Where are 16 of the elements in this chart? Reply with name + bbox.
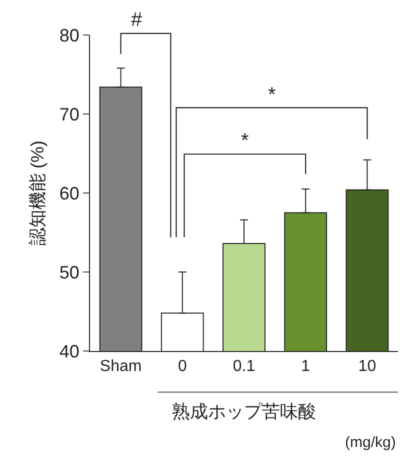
annotation: * — [268, 84, 276, 106]
x-tick-label: 0 — [178, 358, 187, 376]
y-tick-label: 60 — [59, 183, 80, 204]
y-axis-title: 認知機能 (%) — [28, 140, 48, 246]
x-tick-label: 1 — [301, 358, 310, 376]
y-tick-label: 50 — [59, 262, 80, 282]
x-axis-title: 熟成ホップ苦味酸 — [172, 401, 316, 422]
text: (mg/kg) — [345, 434, 396, 451]
y-tick-label: 70 — [59, 104, 80, 124]
annotation: * — [241, 130, 249, 152]
y-tick-label: 40 — [59, 341, 80, 362]
x-tick-label: Sham — [100, 358, 142, 376]
text: # — [131, 9, 143, 31]
x-tick-label: 0.1 — [232, 358, 256, 376]
x-tick-label: 10 — [358, 358, 376, 376]
y-tick-label: 80 — [59, 25, 80, 46]
